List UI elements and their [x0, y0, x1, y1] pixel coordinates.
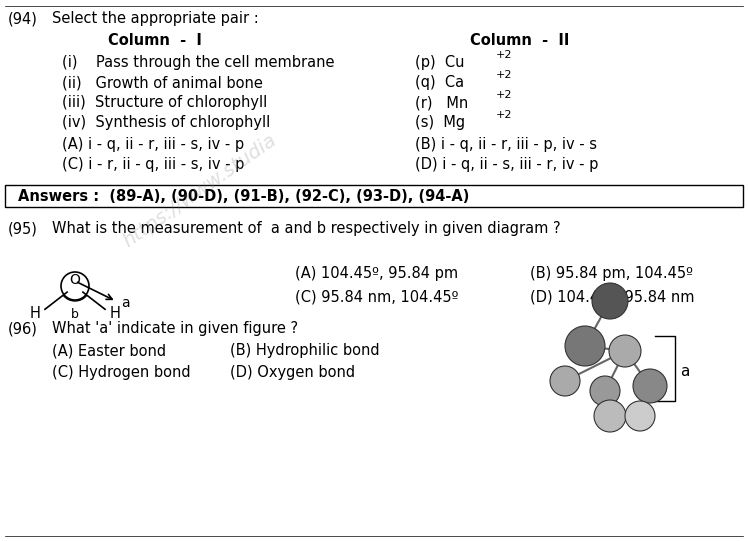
Text: (B) 95.84 pm, 104.45º: (B) 95.84 pm, 104.45º — [530, 266, 693, 281]
Text: What 'a' indicate in given figure ?: What 'a' indicate in given figure ? — [52, 321, 298, 336]
Text: Column  -  I: Column - I — [108, 33, 202, 48]
FancyBboxPatch shape — [5, 185, 743, 207]
Text: (q)  Ca: (q) Ca — [415, 75, 464, 90]
Circle shape — [594, 400, 626, 432]
Text: (D) Oxygen bond: (D) Oxygen bond — [230, 365, 355, 380]
Circle shape — [625, 401, 655, 431]
Text: +2: +2 — [496, 70, 512, 80]
Circle shape — [609, 335, 641, 367]
Text: (95): (95) — [8, 221, 38, 236]
Text: +2: +2 — [496, 110, 512, 120]
Text: a: a — [121, 296, 130, 311]
Text: (p)  Cu: (p) Cu — [415, 55, 465, 70]
Text: (A) i - q, ii - r, iii - s, iv - p: (A) i - q, ii - r, iii - s, iv - p — [62, 137, 244, 152]
Text: Column  -  II: Column - II — [470, 33, 570, 48]
Text: (iii)  Structure of chlorophyll: (iii) Structure of chlorophyll — [62, 95, 267, 110]
Text: https://www.studia: https://www.studia — [120, 131, 280, 251]
Text: +2: +2 — [496, 90, 512, 100]
Circle shape — [592, 283, 628, 319]
Text: b: b — [71, 308, 79, 321]
Text: (s)  Mg: (s) Mg — [415, 115, 465, 130]
Text: (94): (94) — [8, 11, 38, 26]
Text: Answers :  (89-A), (90-D), (91-B), (92-C), (93-D), (94-A): Answers : (89-A), (90-D), (91-B), (92-C)… — [18, 189, 470, 204]
Text: H: H — [29, 306, 40, 321]
Text: (i)    Pass through the cell membrane: (i) Pass through the cell membrane — [62, 55, 334, 70]
Text: a: a — [680, 364, 690, 379]
Text: (96): (96) — [8, 321, 38, 336]
Circle shape — [590, 376, 620, 406]
Text: Select the appropriate pair :: Select the appropriate pair : — [52, 11, 259, 26]
Text: (D) 104.45º, 95.84 nm: (D) 104.45º, 95.84 nm — [530, 289, 694, 304]
Text: +2: +2 — [496, 50, 512, 60]
Circle shape — [565, 326, 605, 366]
Text: H: H — [110, 306, 120, 321]
Text: (B) Hydrophilic bond: (B) Hydrophilic bond — [230, 343, 380, 358]
Text: (C) 95.84 nm, 104.45º: (C) 95.84 nm, 104.45º — [295, 289, 459, 304]
Text: (A) 104.45º, 95.84 pm: (A) 104.45º, 95.84 pm — [295, 266, 458, 281]
Circle shape — [550, 366, 580, 396]
Text: O: O — [70, 273, 81, 287]
Text: (r)   Mn: (r) Mn — [415, 95, 468, 110]
Text: (A) Easter bond: (A) Easter bond — [52, 343, 166, 358]
Circle shape — [633, 369, 667, 403]
Text: (C) Hydrogen bond: (C) Hydrogen bond — [52, 365, 191, 380]
Text: (iv)  Synthesis of chlorophyll: (iv) Synthesis of chlorophyll — [62, 115, 270, 130]
Text: (C) i - r, ii - q, iii - s, iv - p: (C) i - r, ii - q, iii - s, iv - p — [62, 157, 245, 172]
Text: (ii)   Growth of animal bone: (ii) Growth of animal bone — [62, 75, 263, 90]
Text: (D) i - q, ii - s, iii - r, iv - p: (D) i - q, ii - s, iii - r, iv - p — [415, 157, 598, 172]
Text: What is the measurement of  a and b respectively in given diagram ?: What is the measurement of a and b respe… — [52, 221, 560, 236]
Text: (B) i - q, ii - r, iii - p, iv - s: (B) i - q, ii - r, iii - p, iv - s — [415, 137, 597, 152]
